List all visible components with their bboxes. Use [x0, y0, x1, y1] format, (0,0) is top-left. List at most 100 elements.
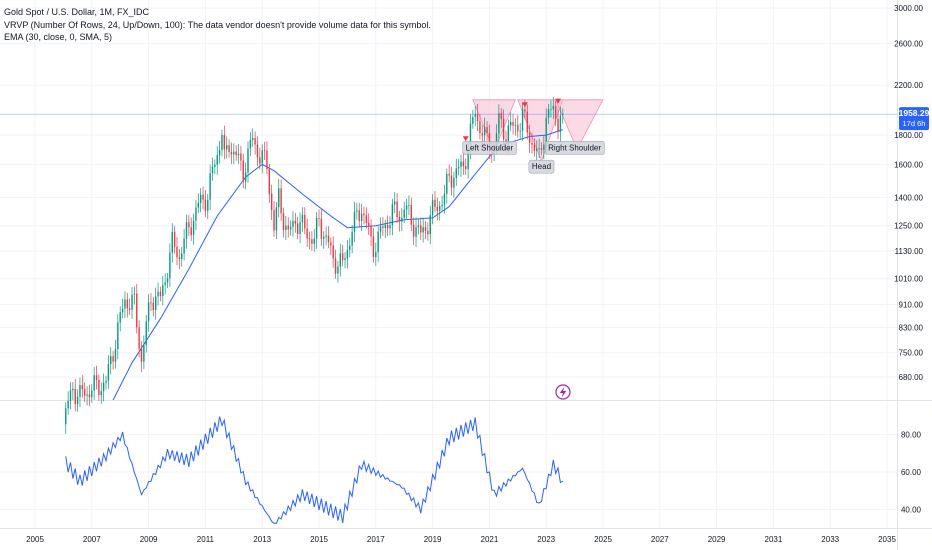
candle — [93, 366, 95, 400]
oscillator-line — [65, 416, 564, 524]
x-tick-label: 2013 — [253, 535, 271, 544]
annotation-text: Right Shoulder — [548, 143, 601, 152]
candle — [334, 249, 337, 279]
candle — [401, 208, 403, 232]
annotation-head[interactable]: Head — [528, 159, 555, 174]
candle — [327, 226, 330, 249]
candle — [83, 382, 86, 403]
candle — [124, 291, 126, 319]
candle — [472, 110, 474, 129]
candle — [382, 217, 384, 236]
candle — [557, 109, 559, 140]
legend-ema[interactable]: EMA (30, close, 0, SMA, 5) — [4, 32, 113, 42]
x-tick-label: 2025 — [594, 535, 612, 544]
x-tick-label: 2031 — [765, 535, 783, 544]
candle — [292, 211, 294, 237]
price-tick-label: 1010.00 — [894, 275, 923, 284]
axes[interactable]: 2005 2007 2009 2011 2013 2015 2017 2019 2021 2023… — [26, 4, 923, 544]
candle — [318, 209, 320, 227]
candle — [550, 100, 552, 118]
candle — [280, 179, 282, 221]
candle — [353, 201, 356, 242]
candle — [311, 231, 313, 251]
candle — [301, 207, 304, 232]
legend-vrvp[interactable]: VRVP (Number Of Rows, 24, Up/Down, 100):… — [4, 19, 431, 30]
candle — [147, 294, 150, 332]
legend-title[interactable]: Gold Spot / U.S. Dollar, 1M, FX_IDC — [4, 7, 150, 17]
candle — [476, 104, 479, 131]
candle — [261, 144, 263, 174]
candle — [341, 244, 344, 267]
candle — [538, 138, 540, 158]
candle — [403, 201, 405, 223]
candle — [299, 212, 301, 244]
price-tick-label: 830.00 — [899, 324, 924, 333]
annotation-right-shoulder[interactable]: Right Shoulder — [544, 141, 605, 155]
candle — [325, 226, 327, 246]
candle — [443, 184, 446, 214]
candle — [405, 198, 408, 219]
candle — [254, 131, 256, 155]
candle — [462, 151, 465, 175]
candle — [131, 287, 133, 319]
candle — [450, 166, 453, 196]
oscillator-pane — [65, 416, 564, 524]
candle — [183, 228, 185, 261]
candle — [233, 143, 235, 165]
candle — [294, 212, 297, 233]
price-badge-value: 1958.29 — [899, 108, 930, 118]
x-tick-label: 2019 — [424, 535, 442, 544]
candle — [379, 217, 382, 239]
candle — [438, 201, 441, 221]
candle — [143, 335, 145, 370]
candle — [209, 164, 211, 210]
candle — [152, 296, 155, 317]
x-tick-label: 2007 — [83, 535, 101, 544]
candle — [169, 243, 171, 288]
candle — [287, 217, 289, 238]
sell-marker-1 — [462, 136, 469, 142]
candle — [242, 153, 244, 189]
candle — [192, 213, 195, 245]
candle — [512, 113, 514, 135]
candle — [562, 108, 564, 124]
candle — [185, 214, 188, 249]
price-tick-label: 3000.00 — [894, 4, 923, 13]
candle — [521, 102, 524, 141]
candle — [107, 355, 110, 389]
candle — [408, 195, 410, 216]
head-and-shoulders-pattern — [0, 99, 897, 163]
candle — [474, 105, 476, 127]
annotation-left-shoulder[interactable]: Left Shoulder — [462, 141, 517, 155]
candle — [457, 158, 460, 176]
candle — [138, 320, 140, 358]
candle — [375, 242, 377, 266]
candle — [110, 347, 112, 375]
sell-marker-2 — [521, 102, 528, 108]
candle — [252, 128, 254, 147]
annotation-text: Head — [532, 162, 551, 171]
candle — [162, 275, 164, 306]
candle — [365, 207, 368, 229]
candle — [344, 252, 346, 269]
candle — [446, 168, 448, 204]
candle — [315, 211, 318, 249]
osc-tick-label: 60.00 — [901, 468, 922, 477]
candle — [377, 226, 379, 263]
candle — [214, 159, 216, 175]
candle — [249, 132, 252, 157]
candle — [228, 139, 230, 158]
candle — [422, 217, 424, 243]
candle — [479, 114, 481, 140]
candle — [363, 206, 365, 225]
candle — [221, 129, 223, 157]
candle — [67, 391, 69, 415]
candle — [126, 292, 129, 318]
candle — [434, 191, 436, 213]
candle — [386, 215, 389, 237]
candle — [259, 147, 261, 170]
lightning-icon[interactable] — [555, 384, 571, 400]
candle — [481, 124, 484, 144]
